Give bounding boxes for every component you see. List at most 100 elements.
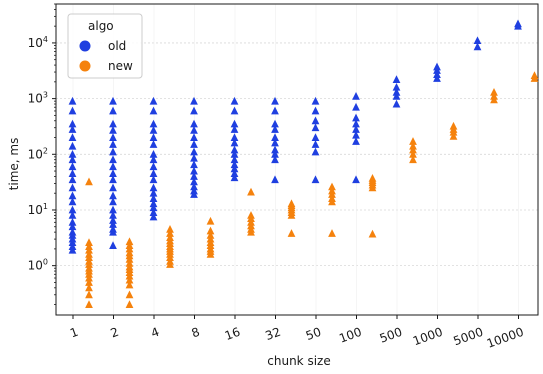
point-old [271,106,279,115]
y-tick-label: 102 [28,146,48,161]
point-old [68,211,77,219]
x-tick-label: 5000 [452,325,485,349]
point-old [149,169,158,178]
legend-label-old: old [108,39,126,53]
point-old [109,155,117,164]
point-old [271,119,279,128]
legend-title: algo [88,19,114,33]
point-new [490,95,498,104]
point-old [149,199,158,208]
point-new [206,249,215,258]
point-new [85,245,93,254]
point-new [125,275,134,284]
point-old [149,194,158,203]
point-old [392,92,401,100]
point-old [149,208,158,216]
point-new [85,273,93,282]
point-old [149,188,158,197]
point-new [125,271,134,280]
point-old [230,149,239,158]
point-old [230,169,239,178]
point-old [271,138,279,147]
point-old [109,216,117,224]
point-old [109,96,117,105]
point-new [328,229,336,237]
point-old [311,147,320,156]
point-old [149,212,158,221]
point-old [230,106,239,115]
point-new [125,290,134,299]
point-old [433,74,441,82]
point-old [109,197,117,206]
point-old [352,125,360,133]
point-old [311,116,320,125]
point-old [311,123,320,132]
point-old [149,96,158,105]
point-old [311,106,320,115]
point-old [149,155,158,164]
x-tick-label: 4 [149,325,161,341]
point-old [68,183,77,192]
y-axis-label: time, ms [7,138,21,191]
point-old [190,177,198,186]
x-axis-ticks: 1 2 4 8 16 32 50 100 500 1000 5000 10000 [68,315,526,351]
point-old [68,197,77,206]
point-old [149,106,158,115]
point-old [149,175,158,184]
point-new [287,211,296,219]
point-old [352,137,360,145]
point-old [109,191,117,200]
point-old [230,164,239,173]
point-old [190,147,198,156]
point-new [125,280,134,289]
point-old [230,138,239,147]
point-old [190,190,198,198]
point-old [109,169,117,178]
point-old [230,125,239,133]
point-new [85,278,93,286]
point-old [230,160,239,169]
x-tick-label: 8 [190,325,202,341]
y-axis-ticks: 100 101 102 103 104 [28,3,56,305]
point-new [287,229,296,237]
legend-label-new: new [108,59,133,73]
point-old [190,153,198,162]
point-old [68,106,77,115]
point-old [190,119,198,128]
point-old [68,149,77,158]
x-tick-label: 1000 [411,325,444,349]
point-old [109,241,117,249]
point-new [166,260,174,268]
point-old [352,92,360,100]
point-old [149,203,158,212]
point-old [109,133,117,141]
point-old [311,140,320,148]
point-old [271,96,279,105]
y-tick-label: 101 [28,202,48,217]
point-old [230,173,239,182]
point-old [190,106,198,115]
y-tick-label: 100 [28,258,48,273]
point-new [328,182,336,191]
point-old [149,183,158,192]
point-new [125,255,134,263]
x-tick-label: 1 [68,325,80,341]
point-old [271,145,279,154]
point-old [68,133,77,141]
point-new [206,216,215,225]
point-old [149,133,158,141]
point-old [190,182,198,191]
point-old [68,155,77,164]
point-old [109,125,117,134]
point-new [247,227,255,236]
point-old [271,175,279,184]
point-old [230,96,239,105]
point-old [392,87,401,96]
x-tick-label: 10000 [485,325,526,351]
point-old [109,140,117,148]
point-old [109,147,117,156]
x-tick-label: 500 [378,325,404,346]
x-tick-label: 50 [304,325,323,343]
point-new [368,229,377,238]
